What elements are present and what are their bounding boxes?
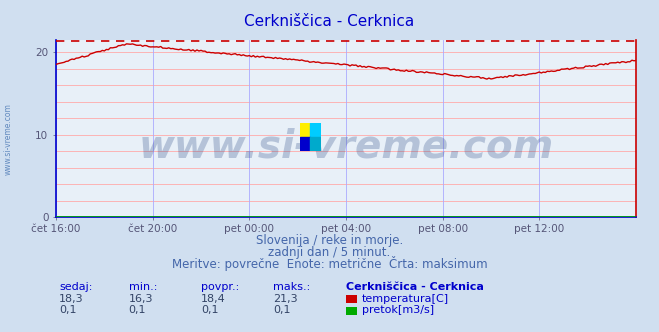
Text: 0,1: 0,1 bbox=[59, 305, 77, 315]
Text: sedaj:: sedaj: bbox=[59, 282, 93, 292]
Text: 0,1: 0,1 bbox=[129, 305, 146, 315]
Bar bbox=[300, 123, 310, 137]
Bar bbox=[310, 123, 321, 137]
Text: 0,1: 0,1 bbox=[201, 305, 219, 315]
Text: temperatura[C]: temperatura[C] bbox=[362, 294, 449, 304]
Text: povpr.:: povpr.: bbox=[201, 282, 239, 292]
Text: zadnji dan / 5 minut.: zadnji dan / 5 minut. bbox=[268, 246, 391, 259]
Text: maks.:: maks.: bbox=[273, 282, 311, 292]
Text: 21,3: 21,3 bbox=[273, 294, 298, 304]
Text: Meritve: povrečne  Enote: metrične  Črta: maksimum: Meritve: povrečne Enote: metrične Črta: … bbox=[172, 256, 487, 271]
Text: 16,3: 16,3 bbox=[129, 294, 153, 304]
Bar bbox=[310, 137, 321, 151]
Text: Slovenija / reke in morje.: Slovenija / reke in morje. bbox=[256, 234, 403, 247]
Text: www.si-vreme.com: www.si-vreme.com bbox=[3, 104, 13, 175]
Text: min.:: min.: bbox=[129, 282, 157, 292]
Text: pretok[m3/s]: pretok[m3/s] bbox=[362, 305, 434, 315]
Text: Cerkniščica - Cerknica: Cerkniščica - Cerknica bbox=[244, 14, 415, 29]
Text: 18,4: 18,4 bbox=[201, 294, 226, 304]
Text: 0,1: 0,1 bbox=[273, 305, 291, 315]
Text: www.si-vreme.com: www.si-vreme.com bbox=[138, 127, 554, 165]
Text: 18,3: 18,3 bbox=[59, 294, 84, 304]
Text: Cerkniščica - Cerknica: Cerkniščica - Cerknica bbox=[346, 282, 484, 292]
Bar bbox=[300, 137, 310, 151]
